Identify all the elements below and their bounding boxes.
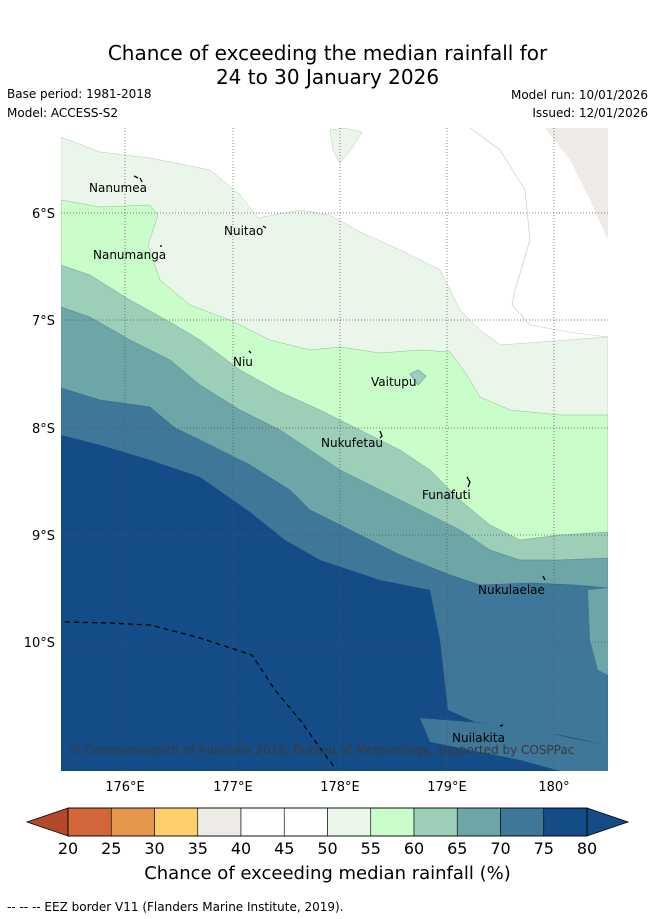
colorbar-segment	[67, 807, 112, 837]
colorbar-tick-label: 25	[101, 839, 121, 858]
colorbar-segment	[500, 807, 545, 837]
colorbar-tick-label: 55	[361, 839, 381, 858]
lon-label-177e: 177°E	[213, 780, 253, 795]
colorbar-segment	[240, 807, 285, 837]
lon-label-180: 180°	[538, 780, 569, 795]
eez-note: -- -- -- EEZ border V11 (Flanders Marine…	[7, 900, 344, 914]
colorbar: 20 25 30 35 40 45 50 55 60 65 70 75 80	[25, 807, 630, 858]
colorbar-tick-label: 40	[231, 839, 251, 858]
colorbar-tick-label: 20	[58, 839, 78, 858]
place-niu: Niu	[233, 355, 253, 369]
model-run: Model run: 10/01/2026	[510, 88, 648, 102]
base-period: Base period: 1981-2018	[7, 87, 152, 101]
lat-label-7s: 7°S	[32, 314, 55, 329]
place-vaitupu: Vaitupu	[371, 375, 417, 389]
colorbar-tick-label: 80	[577, 839, 597, 858]
place-nukufetau: Nukufetau	[321, 436, 383, 450]
colorbar-segment	[456, 807, 501, 837]
place-nanumea: Nanumea	[89, 181, 147, 195]
lat-label-6s: 6°S	[32, 207, 55, 222]
place-nuilakita: Nuilakita	[452, 731, 505, 745]
island-vaitupu-shape	[409, 369, 427, 386]
colorbar-segment	[413, 807, 458, 837]
island-markers	[133, 175, 546, 727]
colorbar-tick-label: 75	[534, 839, 554, 858]
colorbar-segment	[110, 807, 155, 837]
chart-title-line1: Chance of exceeding the median rainfall …	[107, 41, 548, 65]
island-niu-shape	[248, 350, 252, 354]
lat-label-9s: 9°S	[32, 529, 55, 544]
lon-label-179e: 179°E	[427, 780, 467, 795]
contour-line-white	[469, 128, 608, 338]
colorbar-tick-label: 70	[490, 839, 510, 858]
colorbar-frame	[67, 807, 588, 837]
colorbar-tick-label: 45	[274, 839, 294, 858]
rainfall-contours	[61, 128, 608, 771]
contour-fragment-top	[329, 128, 363, 164]
island-nukufetau-shape	[379, 430, 383, 439]
eez-border	[64, 621, 336, 769]
chart-title-line2: 24 to 30 January 2026	[215, 65, 440, 89]
contour-80-plus	[61, 435, 608, 771]
place-nuitao: Nuitao	[224, 224, 263, 238]
colorbar-tick-label: 60	[404, 839, 424, 858]
issued-date: Issued: 12/01/2026	[532, 106, 648, 120]
colorbar-label: Chance of exceeding median rainfall (%)	[144, 863, 511, 884]
colorbar-segment	[283, 807, 328, 837]
island-funafuti-shape	[466, 476, 471, 488]
place-nanumanga: Nanumanga	[93, 248, 166, 262]
island-nanumea-shape	[133, 175, 143, 183]
lat-label-8s: 8°S	[32, 422, 55, 437]
island-nuitao-shape	[262, 225, 267, 229]
colorbar-segment	[543, 807, 588, 837]
colorbar-tick-label: 50	[317, 839, 337, 858]
colorbar-segment	[370, 807, 415, 837]
contour-bottom-band	[420, 718, 608, 771]
contour-right-lobe	[588, 588, 608, 675]
colorbar-ticks: 20 25 30 35 40 45 50 55 60 65 70 75 80	[58, 839, 597, 858]
place-funafuti: Funafuti	[422, 488, 471, 502]
colorbar-tick-label: 35	[188, 839, 208, 858]
colorbar-segment	[197, 807, 242, 837]
island-nukulaelae-shape	[542, 575, 546, 581]
colorbar-segment	[154, 807, 199, 837]
colorbar-segments	[67, 807, 588, 837]
model-name: Model: ACCESS-S2	[7, 106, 119, 120]
copyright-notice: © Commonwealth of Australia 2026, Bureau…	[69, 743, 574, 757]
gridlines	[61, 128, 608, 771]
colorbar-tick-label: 30	[144, 839, 164, 858]
lat-label-10s: 10°S	[24, 636, 55, 651]
lon-label-176e: 176°E	[105, 780, 145, 795]
colorbar-left-arrow	[25, 807, 69, 837]
colorbar-segment	[327, 807, 372, 837]
colorbar-right-arrow	[586, 807, 630, 837]
place-nukulaelae: Nukulaelae	[478, 583, 545, 597]
island-nuilakita-shape	[499, 724, 504, 727]
contour-40-45	[545, 128, 608, 240]
colorbar-tick-label: 65	[447, 839, 467, 858]
lon-label-178e: 178°E	[320, 780, 360, 795]
